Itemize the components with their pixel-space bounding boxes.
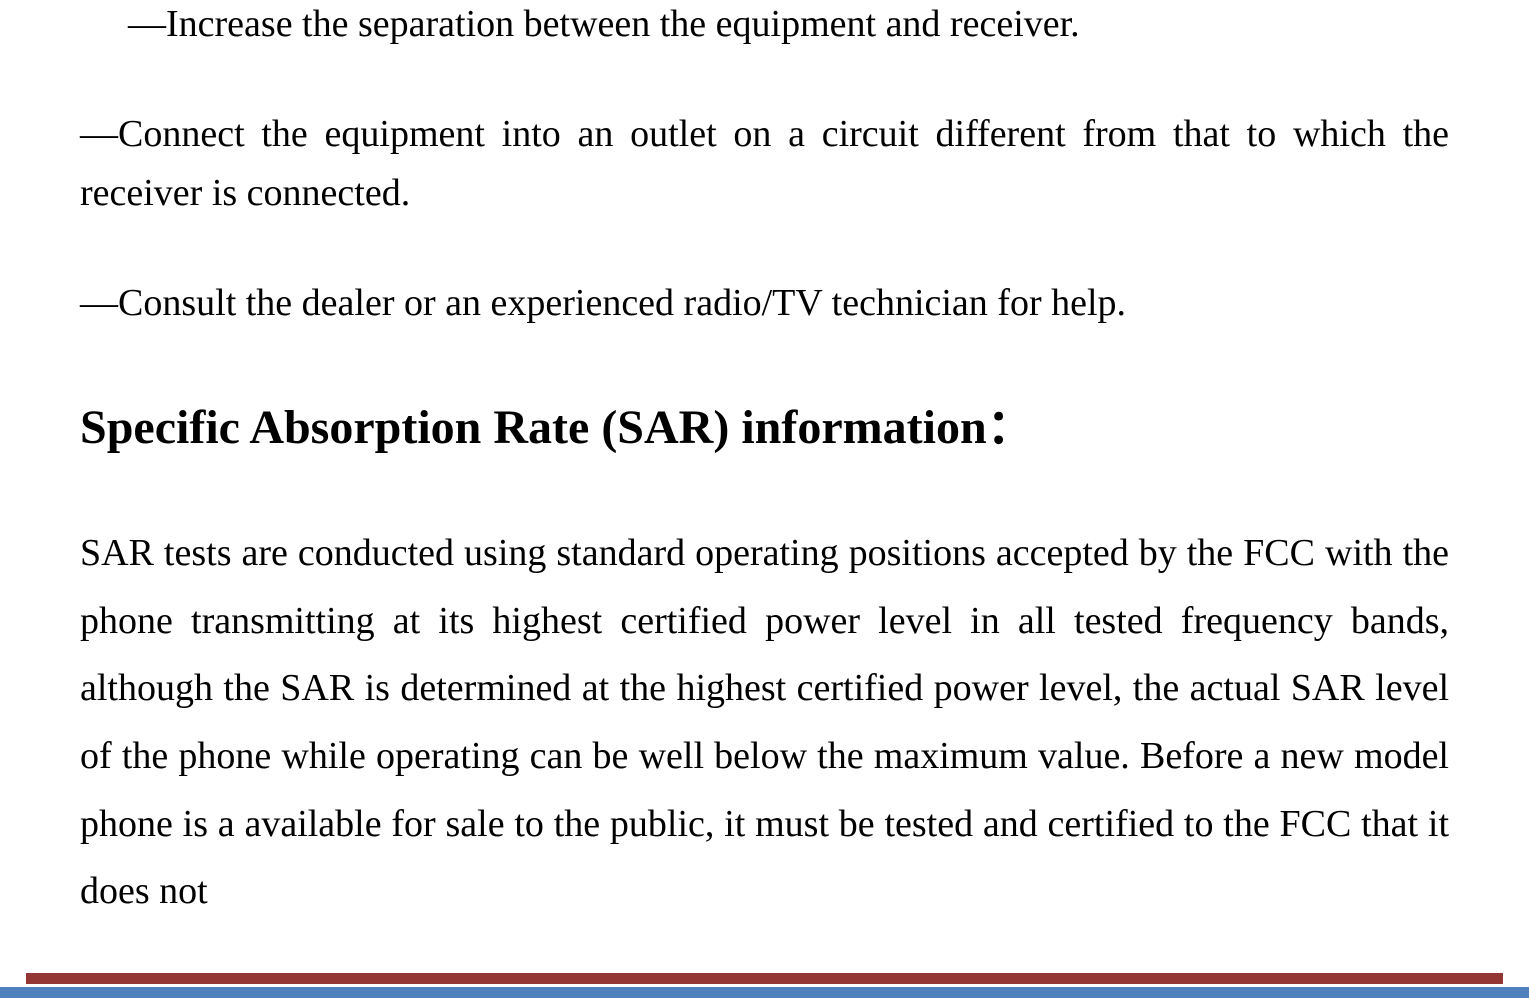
- bullet-item: —Increase the separation between the equ…: [80, 0, 1449, 49]
- footer-bar-light-blue: [0, 987, 1529, 998]
- document-content: —Increase the separation between the equ…: [0, 0, 1529, 926]
- body-paragraph: SAR tests are conducted using standard o…: [80, 520, 1449, 926]
- footer-decorative-bars: [0, 973, 1529, 998]
- bullet-item: —Consult the dealer or an experienced ra…: [80, 279, 1449, 328]
- footer-bar-dark-red: [26, 973, 1503, 984]
- bullet-item: —Connect the equipment into an outlet on…: [80, 105, 1449, 223]
- section-heading: Specific Absorption Rate (SAR) informati…: [80, 399, 1449, 457]
